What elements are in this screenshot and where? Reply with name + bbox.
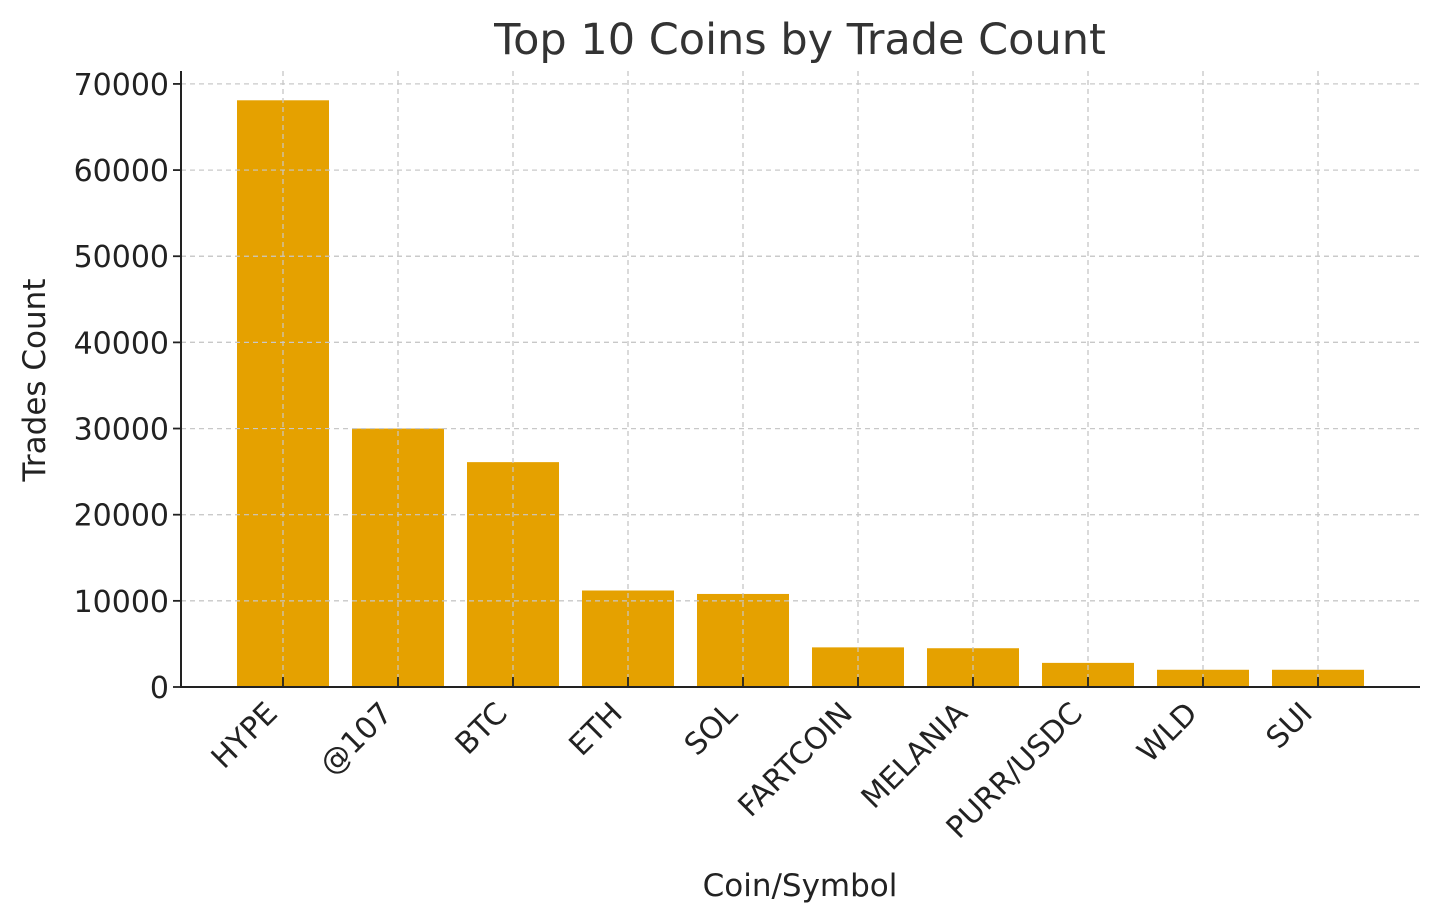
axes [180,71,1420,688]
y-tick-label: 30000 [74,413,169,448]
x-tick-label: BTC [449,696,515,762]
x-axis-label: Coin/Symbol [703,868,898,904]
x-tick-label: FARTCOIN [732,696,860,824]
y-tick-label: 50000 [74,240,169,275]
y-ticks: 0 10000 20000 30000 40000 50000 60000 70000 [74,68,181,706]
chart-title: Top 10 Coins by Trade Count [493,15,1106,65]
y-tick-label: 70000 [74,68,169,103]
y-tick-label: 20000 [74,499,169,534]
y-tick-label: 10000 [74,585,169,620]
y-tick-label: 0 [150,671,169,706]
x-tick-label: WLD [1131,696,1205,770]
x-tick-label: SUI [1260,696,1320,756]
x-tick-label: @107 [313,696,399,782]
y-tick-label: 40000 [74,326,169,361]
y-axis-label: Trades Count [17,279,53,483]
bars [181,71,1420,688]
x-tick-label: SOL [678,696,745,763]
x-tick-label: HYPE [205,696,285,776]
x-tick-label: ETH [563,696,630,763]
x-ticks: HYPE @107 BTC ETH SOLFARTCOINMELANIAPURR/USD… [205,677,1320,846]
x-tick-label: MELANIA [855,696,975,816]
y-tick-label: 60000 [74,154,169,189]
